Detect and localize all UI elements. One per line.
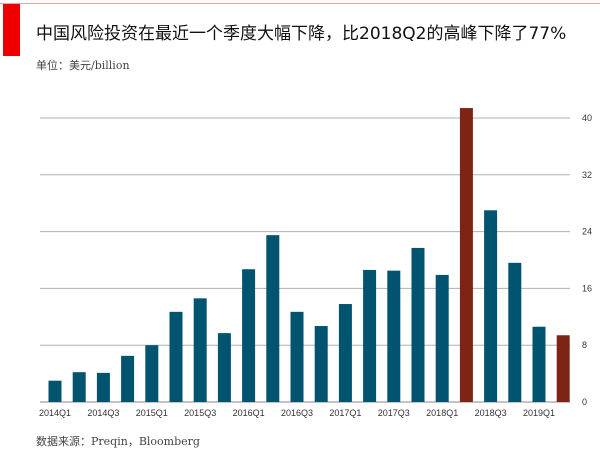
y-tick-label: 16 [582,283,592,293]
bar-2018Q1 [435,274,449,402]
bar-2017Q3 [387,270,401,402]
bar-2018Q2 [459,108,473,402]
x-tick-label: 2018Q3 [475,408,507,418]
unit-label: 单位：美元/billion [36,59,130,72]
x-tick-label: 2019Q1 [523,408,555,418]
bar-2014Q1 [48,380,62,402]
bar-2017Q2 [363,269,377,402]
bar-2016Q3 [290,311,304,402]
accent-bar [3,4,20,56]
y-tick-label: 40 [582,113,592,123]
x-tick-label: 2014Q3 [87,408,119,418]
y-tick-label: 24 [582,227,592,237]
bar-2014Q4 [121,355,135,402]
x-tick-label: 2015Q1 [136,408,168,418]
bar-2017Q1 [338,304,352,402]
x-tick-label: 2017Q1 [329,408,361,418]
bar-2015Q4 [217,333,231,402]
bar-2015Q2 [169,311,183,402]
bar-2016Q4 [314,326,328,402]
bar-2018Q3 [484,210,498,402]
y-tick-label: 8 [582,340,587,350]
x-tick-label: 2015Q3 [184,408,216,418]
x-tick-label: 2014Q1 [39,408,71,418]
x-tick-label: 2016Q3 [281,408,313,418]
bar-2016Q2 [266,235,280,402]
y-tick-label: 32 [582,170,592,180]
bar-2019Q1 [532,326,546,402]
bar-2014Q3 [96,372,110,402]
bar-2017Q4 [411,247,425,402]
bar-2016Q1 [242,269,256,402]
x-tick-label: 2018Q1 [426,408,458,418]
bar-2015Q3 [193,298,207,402]
bar-2015Q1 [145,345,159,402]
top-rule [0,3,600,4]
bar-2018Q4 [508,262,522,402]
chart-title: 中国风险投资在最近一个季度大幅下降，比2018Q2的高峰下降了77% [36,24,567,44]
bar-2014Q2 [72,372,86,402]
x-tick-label: 2017Q3 [378,408,410,418]
bar-2019Q2 [556,335,570,402]
source-note: 数据来源：Preqin，Bloomberg [36,435,200,448]
x-tick-label: 2016Q1 [233,408,265,418]
y-tick-label: 0 [582,397,587,407]
